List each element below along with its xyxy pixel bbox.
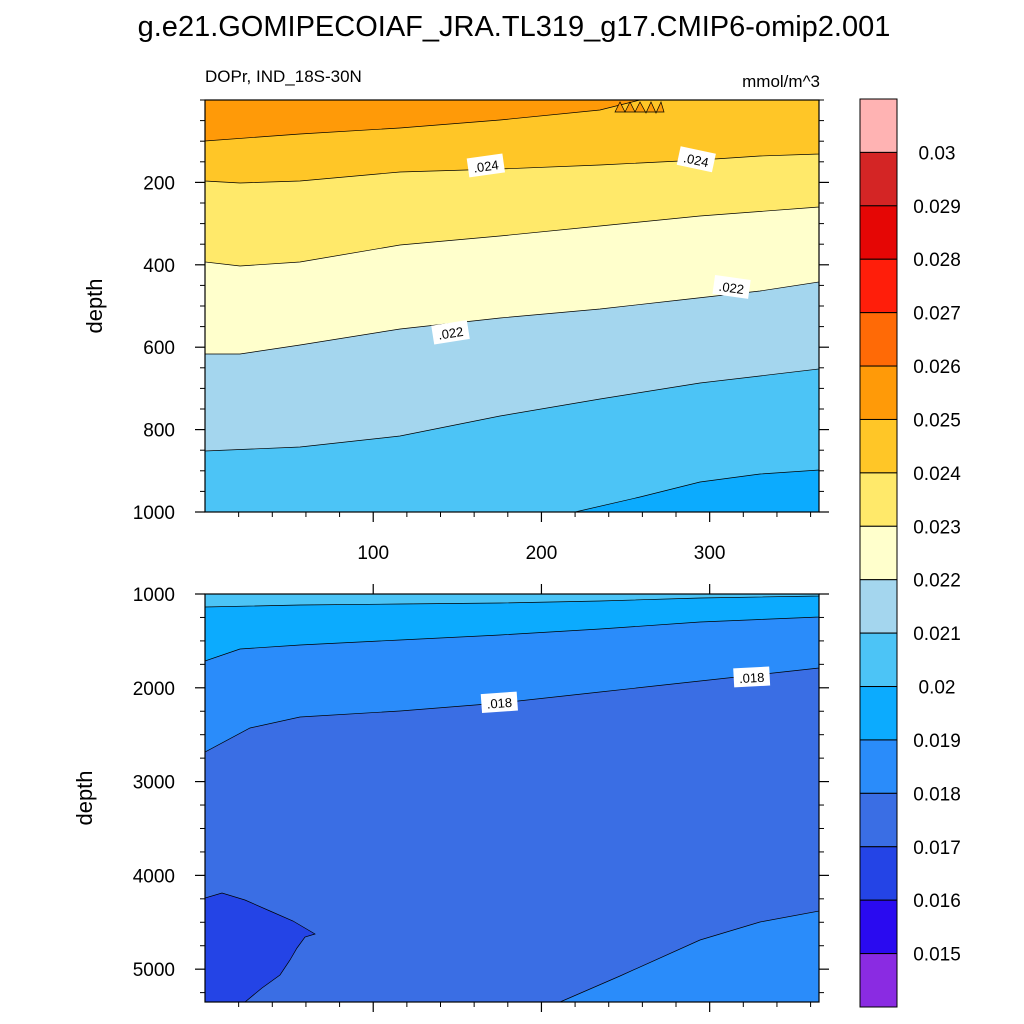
ytick-label: 2000: [133, 679, 175, 700]
contour-label-bg: [431, 320, 470, 345]
colorbar-label: 0.017: [913, 838, 961, 859]
ytick-label: 600: [143, 338, 175, 359]
contour-label: .022: [431, 320, 470, 345]
lower-panel: depth 1000 2000 3000 4000 5000 .018 .018: [72, 584, 829, 1012]
units-label: mmol/m^3: [742, 72, 820, 91]
contour-label: .018: [480, 691, 518, 714]
upper-xtick-labels: 100 200 300: [357, 543, 725, 564]
colorbar-label: 0.021: [913, 624, 961, 645]
colorbar-label: 0.025: [913, 410, 961, 431]
colorbar-swatch: [859, 418, 898, 474]
colorbar-swatch: [859, 846, 898, 901]
colorbar-swatch: [859, 792, 898, 848]
colorbar-label: 0.027: [913, 304, 961, 325]
lower-ytick-labels: 1000 2000 3000 4000 5000: [133, 585, 175, 981]
contour-label-bg: [712, 275, 751, 299]
colorbar-swatch: [859, 632, 898, 688]
colorbar-swatch: [859, 739, 898, 794]
ytick-label: 5000: [133, 960, 175, 981]
colorbar-swatch: [859, 365, 898, 420]
lower-plot-frame: [204, 593, 820, 1003]
colorbar-swatch: [859, 312, 898, 367]
ytick-label: 800: [143, 421, 175, 442]
colorbar-swatch: [859, 525, 898, 581]
upper-contour-labels: .024 .024 .022 .022: [431, 146, 751, 345]
colorbar-swatch: [859, 899, 898, 955]
colorbar-label: 0.029: [913, 197, 961, 218]
ytick-label: 3000: [133, 773, 175, 794]
variable-region-label: DOPr, IND_18S-30N: [205, 67, 362, 86]
colorbar-label: 0.028: [913, 250, 961, 271]
ytick-label: 1000: [133, 503, 175, 524]
colorbar-swatch: [859, 151, 898, 207]
lower-axis-ticks: [195, 584, 829, 1012]
upper-ylabel: depth: [82, 278, 107, 333]
upper-band-0.025-spikes: [614, 101, 665, 114]
colorbar-label: 0.03: [919, 143, 956, 164]
colorbar-label: 0.02: [919, 678, 956, 699]
colorbar-swatch: [859, 98, 898, 153]
contour-label-bg: [676, 146, 716, 173]
contour-label-bg: [466, 153, 506, 178]
colorbar-label: 0.019: [913, 731, 961, 752]
contour-label-text: .024: [472, 157, 499, 175]
colorbar: [859, 98, 898, 1008]
lower-band-0.016: [204, 892, 316, 1003]
colorbar-label: 0.015: [913, 945, 961, 966]
contour-label: .022: [712, 275, 751, 299]
colorbar-label: 0.026: [913, 357, 961, 378]
colorbar-swatch: [859, 205, 898, 260]
contour-label-bg: [733, 666, 771, 688]
ytick-label: 4000: [133, 866, 175, 887]
contour-label-text: .022: [437, 324, 464, 343]
contour-label: .024: [676, 146, 716, 173]
colorbar-label: 0.016: [913, 891, 961, 912]
colorbar-swatch: [859, 953, 898, 1008]
colorbar-label: 0.018: [913, 784, 961, 805]
contour-label-bg: [480, 691, 518, 714]
xtick-label: 300: [694, 543, 726, 564]
ytick-label: 1000: [133, 585, 175, 606]
ytick-label: 400: [143, 256, 175, 277]
contour-label: .024: [466, 153, 506, 178]
colorbar-labels: 0.03 0.029 0.028 0.027 0.026 0.025 0.024 0.023 0…: [913, 143, 961, 965]
xtick-label: 200: [526, 543, 558, 564]
colorbar-label: 0.023: [913, 517, 961, 538]
contour-label-text: .022: [718, 279, 745, 297]
contour-label: .018: [733, 666, 771, 688]
contour-label-text: .018: [486, 695, 512, 712]
colorbar-swatch: [859, 258, 898, 314]
colorbar-swatch: [859, 472, 898, 527]
upper-axis-ticks: [195, 99, 829, 522]
contour-label-text: .024: [682, 150, 710, 170]
chart-title: g.e21.GOMIPECOIAF_JRA.TL319_g17.CMIP6-om…: [138, 11, 891, 43]
contour-label-text: .018: [739, 670, 765, 686]
upper-ytick-labels: 200 400 600 800 1000: [133, 173, 175, 524]
colorbar-label: 0.022: [913, 571, 961, 592]
colorbar-label: 0.024: [913, 464, 961, 485]
colorbar-swatch: [859, 686, 898, 741]
lower-contour-labels: .018 .018: [480, 666, 771, 714]
ytick-label: 200: [143, 173, 175, 194]
lower-ylabel: depth: [72, 770, 97, 825]
colorbar-swatch: [859, 579, 898, 634]
upper-band-0.025: [204, 99, 641, 142]
xtick-label: 100: [357, 543, 389, 564]
